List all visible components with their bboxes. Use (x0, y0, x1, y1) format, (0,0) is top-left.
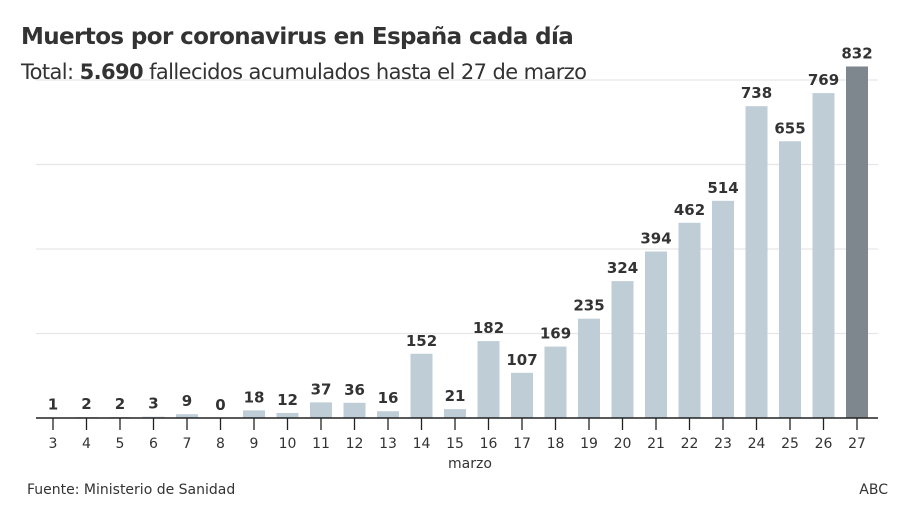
value-label-7: 9 (182, 392, 192, 410)
bar-15 (444, 409, 466, 418)
value-label-26: 769 (808, 71, 839, 89)
tick-label-13: 13 (379, 436, 397, 452)
value-label-20: 324 (607, 259, 638, 277)
value-label-23: 514 (707, 179, 738, 197)
bar-18 (544, 346, 567, 418)
value-label-11: 37 (311, 380, 332, 398)
value-label-18: 169 (540, 325, 571, 343)
bar-16 (477, 341, 500, 418)
tick-label-19: 19 (580, 436, 598, 452)
bar-10 (276, 412, 299, 418)
tick-label-5: 5 (116, 436, 125, 452)
bar-26 (812, 93, 835, 418)
tick-label-24: 24 (748, 436, 766, 452)
tick-label-12: 12 (346, 436, 364, 452)
bar-12 (343, 402, 366, 418)
source-note: Fuente: Ministerio de Sanidad (27, 482, 236, 498)
tick-label-10: 10 (279, 436, 297, 452)
tick-label-17: 17 (513, 436, 531, 452)
bar-7 (176, 414, 198, 418)
bar-20 (611, 281, 634, 418)
tick-label-21: 21 (647, 436, 665, 452)
bar-17 (511, 372, 533, 418)
tick-label-20: 20 (614, 436, 632, 452)
x-axis-label: marzo (448, 456, 492, 472)
bar-22 (678, 222, 701, 418)
tick-label-3: 3 (49, 436, 58, 452)
value-label-24: 738 (741, 84, 772, 102)
value-label-21: 394 (640, 230, 671, 248)
bar-23 (712, 200, 734, 418)
bar-27 (846, 66, 868, 418)
tick-label-14: 14 (413, 436, 431, 452)
tick-label-25: 25 (781, 436, 799, 452)
bar-13 (377, 411, 399, 418)
tick-label-4: 4 (82, 436, 91, 452)
value-label-6: 3 (148, 395, 158, 413)
value-label-4: 2 (81, 395, 91, 413)
value-label-8: 0 (215, 396, 225, 414)
tick-label-18: 18 (547, 436, 565, 452)
value-label-16: 182 (473, 319, 504, 337)
value-label-12: 36 (344, 381, 365, 399)
value-label-5: 2 (115, 395, 125, 413)
value-label-14: 152 (406, 332, 437, 350)
chart-title: Muertos por coronavirus en España cada d… (21, 24, 574, 50)
tick-label-23: 23 (714, 436, 732, 452)
tick-label-9: 9 (250, 436, 259, 452)
bar-25 (779, 141, 801, 418)
bar-9 (243, 410, 265, 418)
tick-label-16: 16 (480, 436, 498, 452)
value-label-19: 235 (573, 297, 604, 315)
value-label-13: 16 (378, 389, 399, 407)
bar-14 (410, 353, 433, 418)
bar-24 (745, 106, 768, 418)
bar-21 (645, 251, 667, 418)
value-label-3: 1 (48, 396, 58, 414)
value-label-17: 107 (506, 351, 537, 369)
tick-label-7: 7 (183, 436, 192, 452)
value-label-27: 832 (841, 44, 872, 62)
tick-label-26: 26 (815, 436, 833, 452)
tick-label-27: 27 (848, 436, 866, 452)
tick-label-15: 15 (446, 436, 464, 452)
value-label-25: 655 (774, 119, 805, 137)
bar-11 (310, 402, 332, 418)
bar-19 (578, 318, 600, 418)
brand-logo-text: ABC (859, 482, 888, 498)
tick-label-22: 22 (681, 436, 699, 452)
tick-label-6: 6 (149, 436, 158, 452)
tick-label-8: 8 (216, 436, 225, 452)
value-label-10: 12 (277, 391, 298, 409)
value-label-9: 18 (244, 388, 265, 406)
bars (42, 66, 868, 418)
value-label-15: 21 (445, 387, 466, 405)
tick-label-11: 11 (312, 436, 330, 452)
x-ticks: 3 4 5 6 7 8 9 10 11 12 13 14 15 16 17 18 19 20 21 22 23 24 25 2… (49, 418, 866, 452)
gridlines (36, 79, 878, 335)
value-label-22: 462 (674, 201, 705, 219)
